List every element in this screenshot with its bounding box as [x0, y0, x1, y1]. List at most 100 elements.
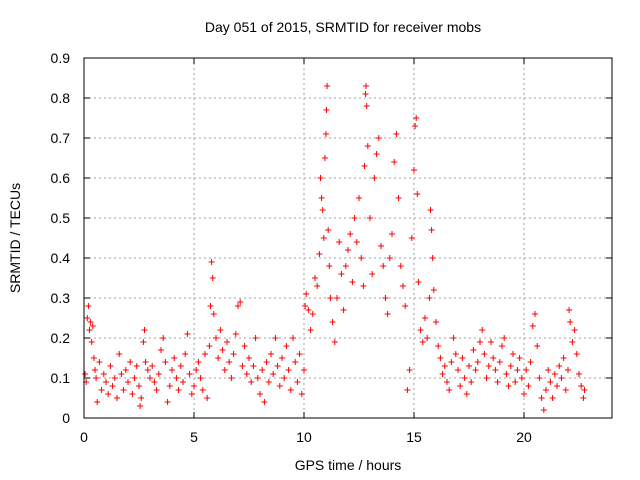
data-point [393, 131, 400, 137]
data-point [217, 327, 224, 333]
data-point [389, 231, 395, 237]
data-point [411, 167, 417, 173]
data-point [580, 395, 587, 401]
data-point [490, 355, 497, 361]
data-point [248, 379, 255, 385]
data-point [259, 367, 266, 373]
data-point [364, 143, 371, 149]
data-point [338, 271, 345, 277]
data-point [378, 243, 384, 249]
data-point [514, 367, 521, 373]
y-tick-label: 0.8 [51, 90, 71, 106]
data-point [554, 383, 560, 389]
data-point [336, 239, 343, 245]
data-point [412, 123, 419, 129]
data-point [114, 395, 120, 401]
data-point [103, 379, 109, 385]
data-point [142, 359, 149, 365]
data-point [230, 351, 237, 357]
data-point [452, 351, 459, 357]
data-point [367, 215, 373, 221]
data-point [422, 315, 428, 321]
data-point [111, 375, 118, 381]
data-point [510, 351, 516, 357]
data-point [93, 375, 100, 381]
data-point [116, 351, 123, 357]
data-point [94, 399, 101, 405]
y-tick-label: 0.2 [51, 330, 71, 346]
data-point [206, 343, 213, 349]
data-point [131, 375, 138, 381]
y-tick-label: 0.4 [51, 250, 71, 266]
data-point [276, 383, 283, 389]
data-point [182, 351, 189, 357]
data-point [281, 375, 288, 381]
data-point [193, 367, 200, 373]
data-point [290, 335, 296, 341]
data-point [331, 339, 338, 345]
data-point [448, 359, 455, 365]
data-point [319, 207, 326, 213]
data-point [197, 375, 204, 381]
data-point [429, 255, 436, 261]
y-tick-label: 0.9 [51, 50, 71, 66]
data-point [169, 367, 175, 373]
data-point [529, 323, 536, 329]
data-point [228, 375, 235, 381]
data-point [133, 363, 140, 369]
data-point [402, 303, 409, 309]
data-point [274, 363, 281, 369]
data-point [90, 355, 97, 361]
data-point [404, 387, 411, 393]
data-point [224, 339, 230, 345]
data-point [305, 307, 312, 313]
data-point [195, 359, 202, 365]
data-point [461, 375, 468, 381]
data-point [294, 379, 301, 385]
data-point [272, 335, 279, 341]
data-point [459, 355, 466, 361]
grid [84, 58, 612, 418]
data-point [239, 363, 246, 369]
y-tick-label: 0.6 [51, 170, 71, 186]
data-point [122, 367, 129, 373]
data-point [441, 363, 448, 369]
data-point [118, 371, 125, 377]
data-point [477, 339, 483, 345]
data-point [173, 375, 180, 381]
data-point [207, 303, 214, 309]
data-point [551, 371, 558, 377]
data-point [466, 363, 472, 369]
data-point [318, 195, 325, 201]
data-point [153, 387, 160, 393]
data-point [316, 251, 323, 257]
data-point [301, 367, 307, 373]
data-point [208, 259, 215, 265]
data-point [120, 387, 127, 393]
data-point [164, 399, 171, 405]
data-point [494, 379, 501, 385]
data-point [171, 355, 178, 361]
data-point [415, 279, 422, 285]
data-point [221, 367, 228, 373]
data-point [85, 303, 92, 309]
data-point [435, 343, 442, 349]
data-point [263, 359, 270, 365]
data-point [576, 371, 582, 377]
data-point [470, 347, 477, 353]
data-point [371, 175, 378, 181]
data-point [166, 383, 173, 389]
y-tick-label: 0.1 [51, 370, 71, 386]
data-point [485, 363, 492, 369]
data-point [419, 339, 426, 345]
data-point [483, 375, 490, 381]
x-tick-label: 15 [406, 429, 422, 445]
data-point [518, 375, 525, 381]
data-point [209, 275, 216, 281]
data-point [479, 327, 486, 333]
y-tick-label: 0.7 [51, 130, 71, 146]
data-point [261, 399, 268, 405]
data-point [89, 323, 96, 329]
data-point [444, 379, 450, 385]
data-point [86, 327, 93, 333]
